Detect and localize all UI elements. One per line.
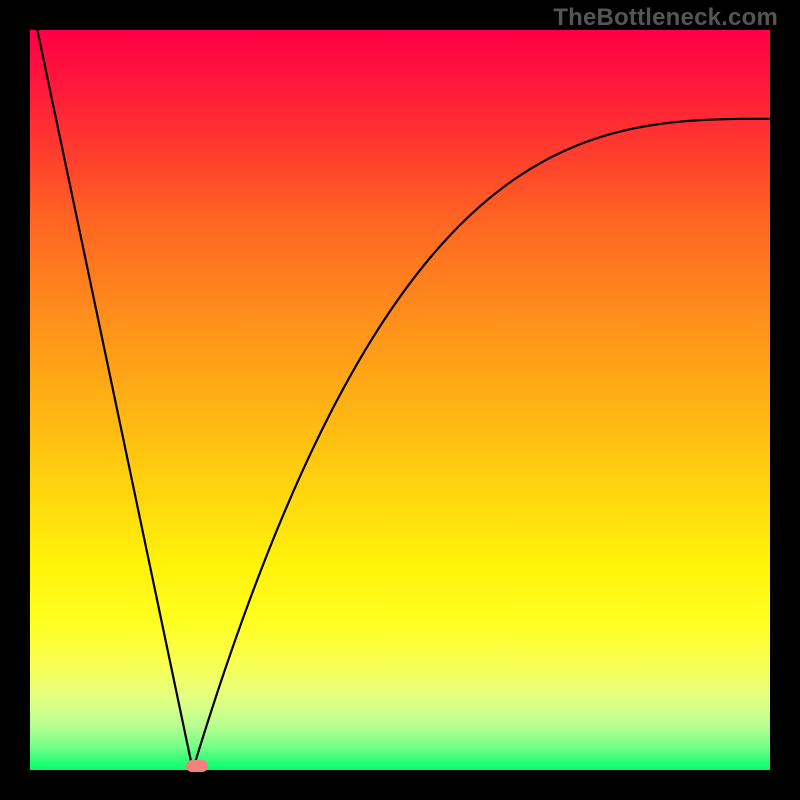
watermark-text: TheBottleneck.com	[553, 4, 778, 32]
plot-svg	[30, 30, 770, 770]
gradient-background	[30, 30, 770, 770]
minimum-marker	[186, 760, 208, 772]
plot-area	[30, 30, 770, 770]
